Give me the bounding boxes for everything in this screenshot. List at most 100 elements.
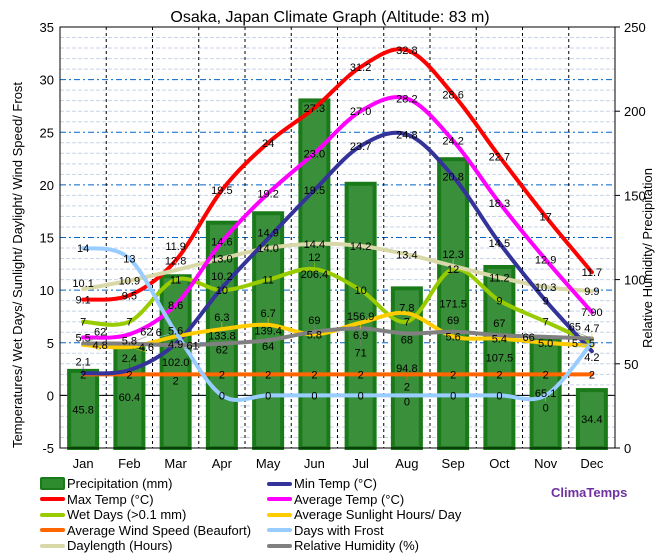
x-tick-label: May — [256, 456, 281, 471]
y-tick-label: 15 — [40, 231, 54, 246]
days-with-frost-data-label: 5 — [572, 338, 578, 350]
label-leader-line — [175, 344, 193, 351]
legend-label: Average Sunlight Hours/ Day — [294, 507, 462, 523]
legend-swatch — [40, 512, 65, 517]
label-leader-line — [574, 342, 592, 349]
wet-days-0-1-mm-data-label: 5 — [589, 338, 595, 350]
legend-item: Wet Days (>0.1 mm) — [40, 507, 267, 523]
average-temp-c-data-label: 8.6 — [168, 300, 183, 312]
x-tick-label: Jan — [73, 456, 94, 471]
y-tick-label: 10 — [40, 283, 54, 298]
plot-border — [59, 26, 616, 449]
label-leader-line — [82, 336, 101, 344]
precipitation-data-label: 206.4 — [301, 269, 329, 281]
y-tick-label: 5 — [47, 336, 54, 351]
y-tick-label: 35 — [40, 20, 54, 35]
relative-humidity-data-label: 68 — [401, 334, 413, 346]
legend-item: Daylength (Hours) — [40, 538, 267, 554]
max-temp-c-data-label: 12.8 — [165, 256, 186, 268]
days-with-frost-data-label: 0 — [311, 390, 317, 402]
average-wind-speed-beaufort-data-label: 2 — [450, 369, 456, 381]
max-temp-c-data-label: 27.3 — [304, 103, 325, 115]
daylength-hours-data-label: 11.2 — [489, 272, 510, 284]
average-wind-speed-beaufort-data-label: 2 — [311, 369, 317, 381]
average-sunlight-hours-day-data-label: 6.3 — [214, 312, 229, 324]
y2-tick-label: 150 — [624, 188, 646, 203]
relative-humidity-data-label: 62 — [216, 345, 228, 357]
legend-swatch — [267, 543, 292, 548]
average-wind-speed-beaufort-data-label: 2 — [404, 381, 410, 393]
daylength-hours-data-label: 14.4 — [304, 239, 325, 251]
precipitation-bar — [252, 211, 285, 450]
daylength-hours-data-label: 14.0 — [257, 243, 278, 255]
legend-swatch — [40, 477, 65, 491]
min-temp-c-data-label: 4.2 — [584, 352, 599, 364]
precipitation-data-label: 107.5 — [486, 352, 514, 364]
legend-swatch — [267, 512, 292, 517]
x-tick-label: Feb — [118, 456, 140, 471]
y-tick-label: 30 — [40, 73, 54, 88]
legend-item: Min Temp (°C) — [267, 476, 527, 492]
label-leader-line — [129, 346, 147, 353]
max-temp-c-data-label: 19.5 — [211, 185, 232, 197]
y2-axis-label: Relative Humidity/ Precipitation — [640, 168, 655, 348]
min-temp-c-data-label: 20.8 — [442, 171, 463, 183]
max-temp-c-data-label: 11.7 — [582, 267, 603, 279]
min-temp-c-data-label: 14.9 — [257, 228, 278, 240]
legend-swatch — [40, 543, 65, 548]
average-sunlight-hours-day-data-label: 5.6 — [445, 331, 460, 343]
average-temp-c-data-label: 18.3 — [489, 198, 510, 210]
precipitation-data-label: 60.4 — [119, 392, 140, 404]
y2-tick-label: 50 — [624, 357, 638, 372]
days-with-frost-data-label: 0 — [450, 390, 456, 402]
average-sunlight-hours-day-data-label: 6.7 — [260, 308, 275, 320]
wet-days-0-1-mm-line — [81, 266, 594, 345]
relative-humidity-data-label: 62 — [140, 327, 152, 339]
precipitation-data-label: 94.8 — [396, 363, 417, 375]
precipitation-data-label: 156.9 — [347, 311, 375, 323]
daylength-hours-data-label: 10.3 — [535, 282, 556, 294]
days-with-frost-data-label: 0 — [496, 390, 502, 402]
average-temp-c-data-label: 12.9 — [535, 255, 556, 267]
days-with-frost-data-label: 0 — [404, 396, 410, 408]
brand-logo: ClimaTemps — [551, 485, 628, 500]
max-temp-c-data-label: 22.7 — [489, 151, 510, 163]
label-leader-line — [158, 331, 176, 338]
average-sunlight-hours-day-data-label: 4.8 — [92, 340, 107, 352]
daylength-hours-data-label: 11.9 — [165, 241, 186, 253]
relative-humidity-data-label: 67 — [493, 318, 505, 330]
max-temp-c-data-label: 24 — [262, 138, 274, 150]
y2-tick-label: 100 — [624, 273, 646, 288]
max-temp-c-data-label: 9.1 — [75, 295, 90, 307]
min-temp-c-data-label: 14.5 — [489, 238, 510, 250]
precipitation-data-label: 133.8 — [208, 330, 236, 342]
average-wind-speed-beaufort-data-label: 2 — [358, 369, 364, 381]
average-temp-c-line — [81, 95, 594, 340]
wet-days-0-1-mm-data-label: 11 — [262, 275, 273, 287]
days-with-frost-data-label: 6 — [156, 327, 162, 339]
label-leader-line — [129, 336, 147, 344]
legend-item: Days with Frost — [267, 523, 527, 539]
average-wind-speed-beaufort-data-label: 2 — [265, 369, 271, 381]
precipitation-bar — [344, 181, 377, 450]
y-tick-label: 0 — [47, 388, 54, 403]
x-tick-label: Apr — [212, 456, 233, 471]
legend-label: Wet Days (>0.1 mm) — [67, 507, 187, 523]
days-with-frost-data-label: 0 — [358, 390, 364, 402]
y-tick-label: -5 — [42, 441, 54, 456]
days-with-frost-data-label: 0 — [265, 390, 271, 402]
relative-humidity-line — [81, 326, 594, 348]
relative-humidity-data-label: 69 — [447, 315, 459, 327]
max-temp-c-data-label: 28.6 — [442, 89, 463, 101]
legend-item: Average Temp (°C) — [267, 492, 527, 508]
relative-humidity-data-label: 62 — [94, 327, 106, 339]
legend-item: Average Wind Speed (Beaufort) — [40, 523, 267, 539]
min-temp-c-data-label: 24.8 — [396, 129, 417, 141]
average-wind-speed-beaufort-data-label: 2 — [173, 375, 179, 387]
max-temp-c-data-label: 17 — [540, 211, 552, 223]
chart-title: Osaka, Japan Climate Graph (Altitude: 83… — [170, 9, 489, 26]
legend-item: Precipitation (mm) — [40, 476, 267, 492]
relative-humidity-data-label: 65 — [569, 322, 581, 334]
average-wind-speed-beaufort-data-label: 2 — [496, 369, 502, 381]
